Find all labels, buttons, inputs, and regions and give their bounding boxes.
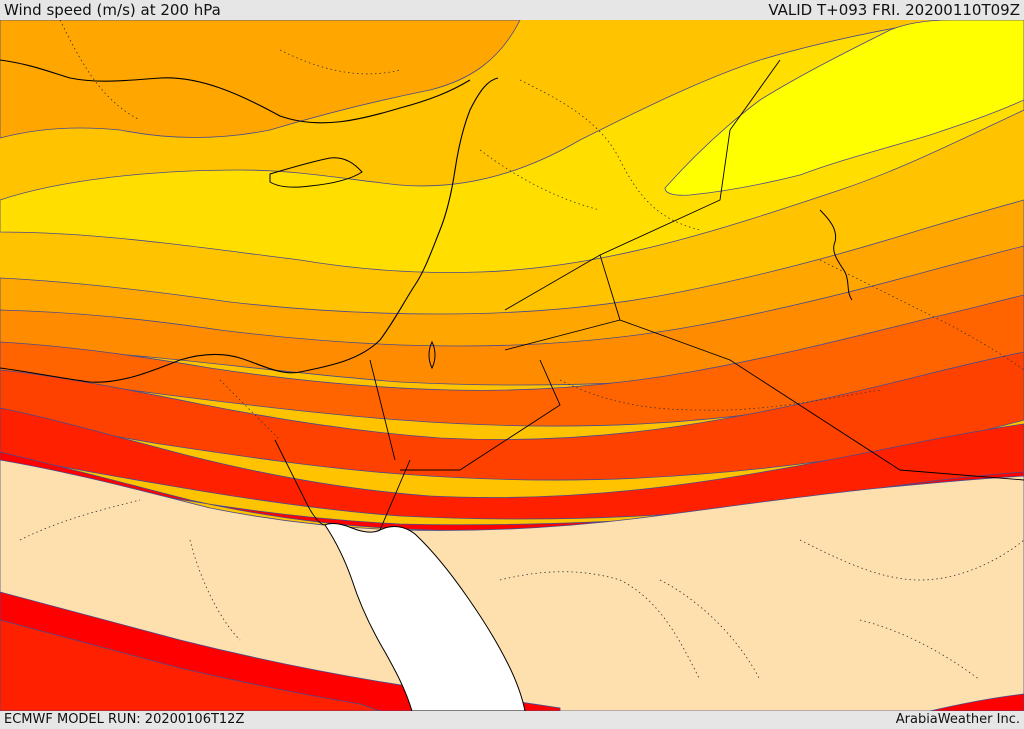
internal-boundaries — [19, 20, 1024, 681]
band-red-orange — [0, 351, 1024, 481]
border-line-1 — [504, 254, 1024, 481]
band-yellow — [0, 20, 1024, 273]
credit: ArabiaWeather Inc. — [895, 712, 1020, 727]
sinai-coast — [274, 439, 326, 526]
calm-region — [0, 459, 1024, 711]
dead-sea — [428, 340, 436, 370]
border-line-4 — [400, 359, 561, 471]
cyprus — [269, 157, 363, 188]
band-red-south-inner — [0, 619, 381, 711]
red-sea — [324, 523, 526, 711]
gulf-coast — [819, 209, 853, 301]
bottom-info-bar: ECMWF MODEL RUN: 20200106T12Z ArabiaWeat… — [0, 711, 1024, 729]
mediterranean-coast — [0, 77, 499, 383]
wind-speed-map — [0, 20, 1024, 711]
model-run: ECMWF MODEL RUN: 20200106T12Z — [4, 712, 245, 727]
map-canvas — [0, 20, 1024, 711]
band-red — [0, 407, 1024, 520]
valid-time: VALID T+093 FRI. 20200110T09Z — [768, 1, 1020, 19]
band-yellow-bright — [664, 20, 1024, 196]
border-line-3 — [599, 59, 781, 256]
turkey-coast — [0, 59, 471, 124]
border-line-2 — [504, 319, 621, 351]
map-title: Wind speed (m/s) at 200 hPa — [4, 1, 221, 19]
top-info-bar: Wind speed (m/s) at 200 hPa VALID T+093 … — [0, 0, 1024, 20]
border-line-5 — [369, 359, 411, 531]
band-orange-north — [0, 20, 521, 139]
